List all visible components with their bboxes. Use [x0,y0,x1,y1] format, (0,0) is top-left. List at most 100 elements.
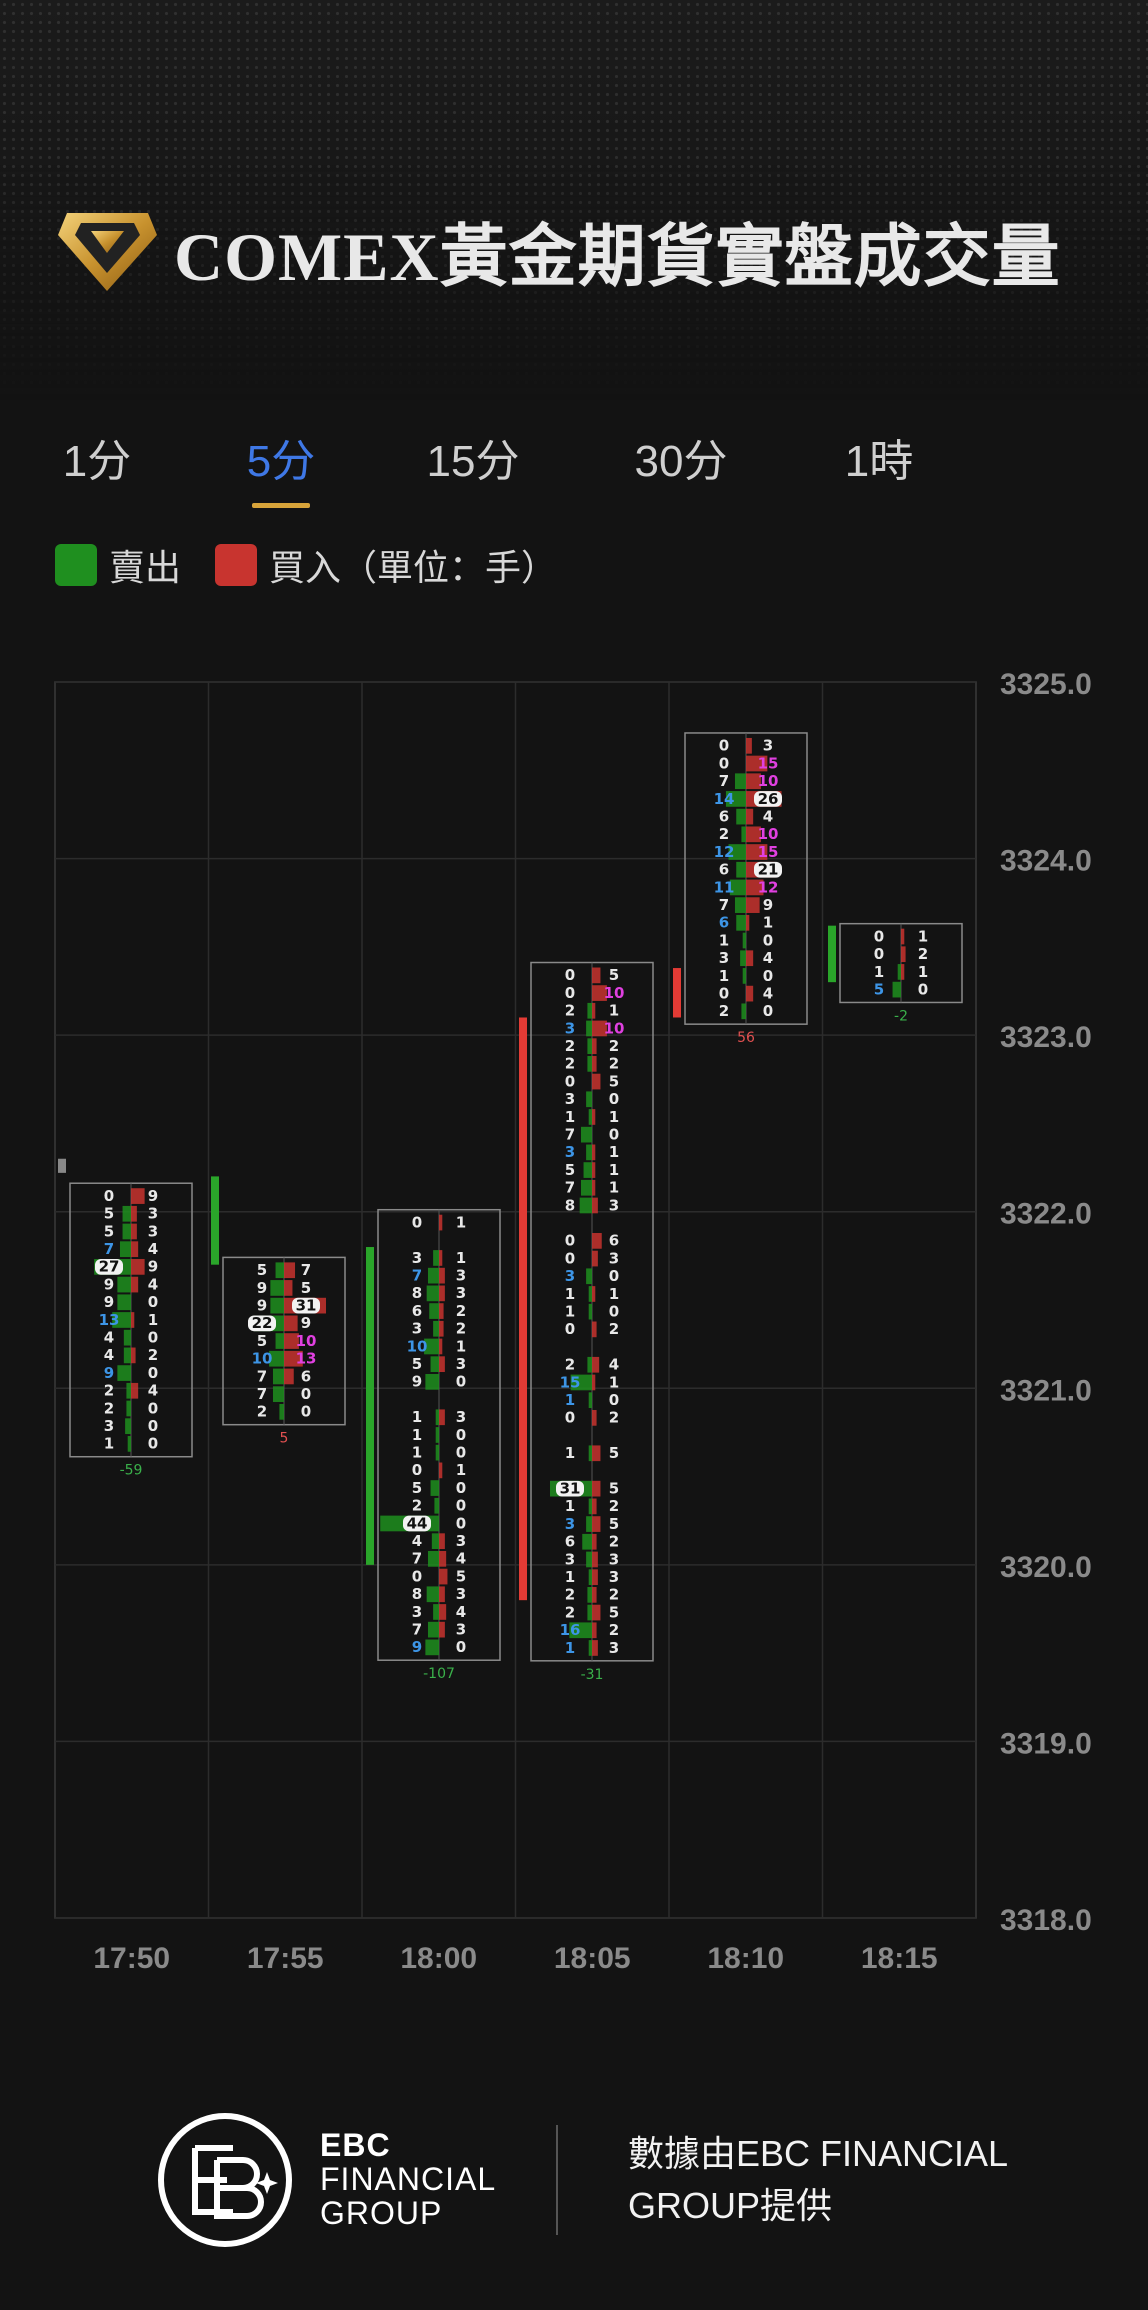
sell-volume-bar [427,1551,439,1567]
sell-volume-label: 0 [412,1567,422,1585]
sell-volume-label: 1 [874,963,884,981]
sell-volume-label: 12 [714,843,735,861]
sell-volume-label: 1 [565,1444,575,1462]
buy-volume-label: 4 [763,984,773,1002]
sell-volume-label: 3 [565,1019,575,1037]
sell-volume-bar [586,1144,592,1161]
sell-volume-bar [587,1038,592,1055]
buy-volume-bar [592,1587,597,1603]
sell-volume-bar [435,1409,439,1426]
buy-volume-label: 1 [918,963,928,981]
sell-volume-label: 1 [565,1639,575,1657]
buy-volume-bar [746,755,768,772]
delta-label: -31 [581,1667,604,1683]
sell-volume-label: 0 [719,737,729,755]
sell-volume-label: 0 [565,966,575,984]
buy-volume-label: 2 [609,1586,619,1604]
brand-line-3: GROUP [320,2195,443,2231]
buy-volume-bar [592,1056,597,1072]
tab-15min[interactable]: 15分 [426,437,520,486]
buy-volume-label: 0 [456,1638,466,1656]
buy-volume-bar [439,1250,443,1266]
sell-volume-label: 10 [407,1337,428,1355]
buy-volume-bar [131,1205,137,1222]
tab-5min[interactable]: 5分 [246,437,316,486]
buy-volume-bar [131,1382,139,1399]
sell-volume-bar [117,1365,131,1381]
tab-1hour[interactable]: 1時 [844,437,914,486]
sell-volume-label: 1 [719,967,729,985]
sell-volume-bar [123,1347,131,1364]
tab-30min[interactable]: 30分 [634,437,728,486]
buy-swatch [215,544,258,586]
sell-volume-label: 6 [719,861,729,879]
sell-volume-label: 1 [565,1303,575,1321]
tab-1min[interactable]: 1分 [62,437,132,486]
buy-volume-label: 4 [763,949,773,967]
sell-volume-label: 5 [412,1479,422,1497]
sell-volume-bar [586,1020,592,1037]
sell-volume-label: 0 [874,927,884,945]
buy-volume-label: 5 [301,1279,311,1297]
buy-volume-label: 1 [609,1143,619,1161]
sell-volume-label: 5 [412,1355,422,1373]
buy-volume-bar [439,1533,445,1550]
sell-volume-label: 2 [412,1497,422,1515]
buy-volume-label: 0 [609,1391,619,1409]
buy-volume-label: 5 [609,1515,619,1533]
sell-volume-bar [897,964,901,980]
sell-volume-bar [741,826,746,843]
sell-volume-label: 4 [104,1346,114,1364]
buy-volume-label: 3 [609,1550,619,1568]
buy-volume-label: 6 [609,1232,619,1250]
sell-volume-bar [123,1329,131,1346]
sell-volume-bar [588,1109,592,1125]
y-tick-label: 3324.0 [1000,845,1092,878]
buy-volume-label: 0 [609,1126,619,1144]
buy-volume-bar [746,914,750,931]
buy-volume-bar [592,1038,597,1055]
buy-volume-label: 0 [301,1385,311,1403]
buy-volume-label: 1 [609,1002,619,1020]
candle-body [828,925,836,983]
buy-volume-bar [592,1569,598,1586]
sell-volume-bar [588,1640,592,1656]
sell-volume-bar [587,1604,592,1621]
buy-volume-label: 15 [758,754,779,772]
sell-volume-bar [587,1587,592,1603]
sell-volume-label: 3 [412,1249,422,1267]
candle-body [673,968,681,1018]
sell-volume-label: 1 [719,931,729,949]
sell-volume-label: 3 [565,1267,575,1285]
buy-volume-bar [592,1321,597,1338]
legend-sell-label: 賣出 [109,547,182,588]
buy-volume-bar [439,1285,445,1302]
sell-volume-bar [117,1276,131,1293]
sell-volume-label: 3 [412,1603,422,1621]
buy-volume-label: 4 [148,1240,158,1258]
buy-volume-bar [439,1604,447,1620]
sell-volume-label: 2 [565,1356,575,1374]
sell-volume-label: 5 [257,1332,267,1350]
candle-body [58,1158,66,1173]
sell-volume-bar [127,1436,131,1452]
sell-volume-bar [426,1285,439,1302]
sell-volume-bar [587,1056,592,1072]
sell-volume-label: 0 [719,754,729,772]
buy-volume-bar [746,950,754,967]
sell-volume-bar [728,844,746,860]
sell-volume-label: 1 [565,1497,575,1515]
buy-volume-bar [592,1374,596,1391]
buy-volume-bar [131,1276,139,1293]
buy-volume-label: 2 [609,1409,619,1427]
sell-volume-bar [736,808,746,825]
buy-volume-label: 2 [609,1320,619,1338]
max-buy-highlight [754,861,782,878]
buy-volume-label: 0 [609,1303,619,1321]
x-tick-label: 18:15 [861,1942,938,1975]
buy-volume-label: 0 [456,1444,466,1462]
buy-volume-label: 3 [456,1284,466,1302]
buy-volume-label: 3 [148,1205,158,1223]
sell-volume-bar [433,1320,439,1337]
buy-volume-label: 3 [456,1585,466,1603]
